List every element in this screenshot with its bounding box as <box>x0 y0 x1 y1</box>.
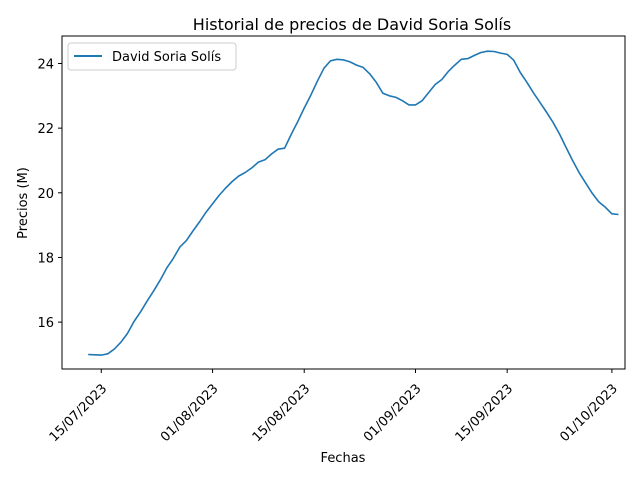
x-tick-label: 15/08/2023 <box>250 381 314 445</box>
y-tick-label: 22 <box>37 122 54 137</box>
legend: David Soria Solís <box>67 42 237 71</box>
legend-label: David Soria Solís <box>112 50 221 65</box>
chart-title: Historial de precios de David Soria Solí… <box>193 15 511 34</box>
y-tick-label: 18 <box>37 251 54 266</box>
series-line <box>88 50 619 356</box>
legend-frame <box>67 42 237 71</box>
y-axis-label: Precios (M) <box>16 167 31 239</box>
x-tick-label: 01/10/2023 <box>557 381 621 445</box>
x-tick-label: 01/08/2023 <box>158 381 222 445</box>
x-tick-label: 15/07/2023 <box>47 381 111 445</box>
y-axis: 16 18 20 22 24 <box>37 57 62 331</box>
plot-area-frame <box>61 35 626 370</box>
x-tick-label: 01/09/2023 <box>361 381 425 445</box>
x-axis-label: Fechas <box>321 451 366 466</box>
y-tick-label: 24 <box>37 57 54 72</box>
y-tick-label: 16 <box>37 316 54 331</box>
y-tick-label: 20 <box>37 187 54 202</box>
series-layer <box>88 50 619 356</box>
x-tick-label: 15/09/2023 <box>453 381 517 445</box>
x-axis: 15/07/2023 01/08/2023 15/08/2023 01/09/2023… <box>47 369 621 445</box>
